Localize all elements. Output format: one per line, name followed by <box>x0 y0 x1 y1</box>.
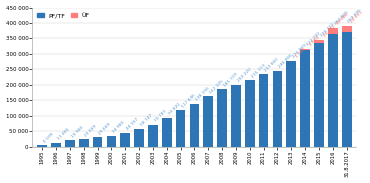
Bar <box>314 40 324 43</box>
Bar <box>259 74 269 147</box>
Bar <box>162 117 172 147</box>
Text: 1 265: 1 265 <box>295 47 306 59</box>
Bar <box>120 133 130 147</box>
Text: 58 147: 58 147 <box>140 113 153 127</box>
Bar <box>107 136 116 147</box>
Bar <box>65 140 75 147</box>
Bar <box>314 43 324 147</box>
Bar <box>300 49 310 50</box>
Text: 200 220: 200 220 <box>237 67 252 83</box>
Text: 4 660: 4 660 <box>309 35 320 47</box>
Bar <box>231 85 241 147</box>
Text: 29 669: 29 669 <box>98 122 112 136</box>
Bar <box>79 139 88 147</box>
Bar <box>217 89 227 147</box>
Text: 162 105: 162 105 <box>209 79 225 95</box>
Text: 185 119: 185 119 <box>223 72 238 87</box>
Bar <box>245 80 255 147</box>
Text: 70 783: 70 783 <box>154 109 167 123</box>
Text: 4 599: 4 599 <box>43 132 54 143</box>
Bar <box>273 70 282 147</box>
Text: 276 969: 276 969 <box>292 43 307 59</box>
Text: 11 466: 11 466 <box>57 128 70 141</box>
Bar <box>204 96 213 147</box>
Text: 335 311: 335 311 <box>320 23 335 38</box>
Bar <box>37 145 47 147</box>
Text: 19 966: 19 966 <box>71 125 84 139</box>
Text: 117 646: 117 646 <box>181 93 197 108</box>
Bar <box>286 61 296 147</box>
Bar <box>342 32 351 147</box>
Bar <box>148 125 158 147</box>
Text: 215 113: 215 113 <box>250 63 266 78</box>
Text: 44 357: 44 357 <box>126 117 139 131</box>
Bar <box>92 137 102 147</box>
Text: 312 192: 312 192 <box>306 31 321 47</box>
Text: 246 066: 246 066 <box>278 53 294 69</box>
Text: 10 141: 10 141 <box>322 25 336 38</box>
Bar <box>134 129 144 147</box>
Text: 138 156: 138 156 <box>195 86 211 102</box>
Bar <box>342 26 351 32</box>
Legend: PF/TF, ÜF: PF/TF, ÜF <box>36 11 92 20</box>
Bar <box>51 143 61 147</box>
Bar <box>300 50 310 147</box>
Text: 233 660: 233 660 <box>264 57 280 72</box>
Text: 34 966: 34 966 <box>112 120 125 134</box>
Bar <box>328 34 338 147</box>
Bar <box>176 110 185 147</box>
Text: 23 669: 23 669 <box>84 124 98 137</box>
Text: 93 820: 93 820 <box>167 102 181 116</box>
Bar <box>328 28 338 34</box>
Text: 364 865: 364 865 <box>333 11 349 26</box>
Bar <box>189 104 199 147</box>
Text: 19 066: 19 066 <box>336 13 350 26</box>
Text: 20 651: 20 651 <box>350 10 364 24</box>
Text: 369 695: 369 695 <box>347 9 363 24</box>
